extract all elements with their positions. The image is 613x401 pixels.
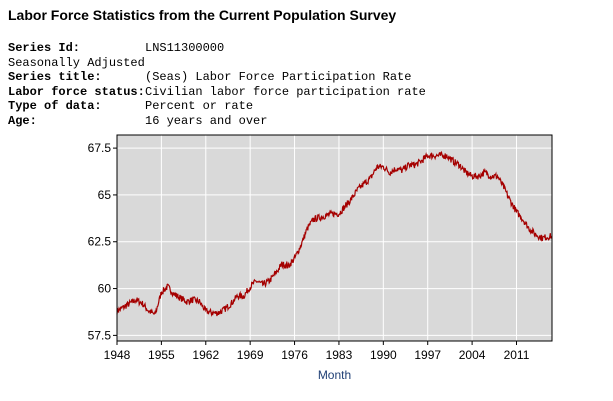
labor-force-status-row: Labor force status: Civilian labor force… bbox=[8, 85, 426, 100]
type-of-data-row: Type of data: Percent or rate bbox=[8, 99, 426, 114]
labor-force-status-label: Labor force status: bbox=[8, 84, 145, 99]
age-row: Age: 16 years and over bbox=[8, 114, 426, 129]
age-value: 16 years and over bbox=[145, 113, 268, 128]
grid-lines bbox=[116, 135, 552, 341]
axis-ticks: 1948 1955 1962 1969 1976 1983 1990 1997 2004 2011… bbox=[88, 141, 530, 362]
x-axis-title: Month bbox=[318, 368, 351, 382]
x-tick-label: 1962 bbox=[192, 348, 219, 362]
y-tick-label: 57.5 bbox=[88, 328, 112, 342]
series-title-row: Series title: (Seas) Labor Force Partici… bbox=[8, 70, 426, 85]
labor-force-status-value: Civilian labor force participation rate bbox=[145, 84, 426, 99]
y-tick-label: 62.5 bbox=[88, 235, 112, 249]
y-tick-label: 60 bbox=[98, 282, 112, 296]
adjustment-text: Seasonally Adjusted bbox=[8, 55, 145, 70]
plot-frame bbox=[116, 134, 553, 342]
plot-area bbox=[117, 135, 552, 341]
series-metadata: Series Id: LNS11300000 Seasonally Adjust… bbox=[8, 41, 426, 129]
x-tick-label: 1997 bbox=[414, 348, 441, 362]
series-id-value: LNS11300000 bbox=[145, 41, 225, 55]
series-id-label: Series Id: bbox=[8, 41, 81, 55]
series-title-label: Series title: bbox=[8, 70, 102, 85]
x-tick-label: 1948 bbox=[104, 348, 131, 362]
series-id-row: Series Id: LNS11300000 bbox=[8, 41, 426, 56]
type-of-data-value: Percent or rate bbox=[145, 99, 254, 114]
page-title: Labor Force Statistics from the Current … bbox=[8, 7, 397, 23]
x-tick-label: 2011 bbox=[504, 348, 530, 362]
x-tick-label: 2004 bbox=[459, 348, 486, 362]
x-tick-label: 1969 bbox=[237, 348, 264, 362]
x-tick-label: 1990 bbox=[370, 348, 397, 362]
x-tick-label: 1983 bbox=[326, 348, 353, 362]
y-tick-label: 65 bbox=[98, 188, 112, 202]
y-tick-label: 67.5 bbox=[88, 141, 112, 155]
series-line bbox=[116, 150, 552, 317]
x-tick-label: 1955 bbox=[148, 348, 175, 362]
adjustment-row: Seasonally Adjusted bbox=[8, 56, 426, 71]
type-of-data-label: Type of data: bbox=[8, 99, 102, 114]
series-title-value: (Seas) Labor Force Participation Rate bbox=[145, 70, 412, 85]
age-label: Age: bbox=[8, 113, 37, 128]
x-tick-label: 1976 bbox=[281, 348, 308, 362]
